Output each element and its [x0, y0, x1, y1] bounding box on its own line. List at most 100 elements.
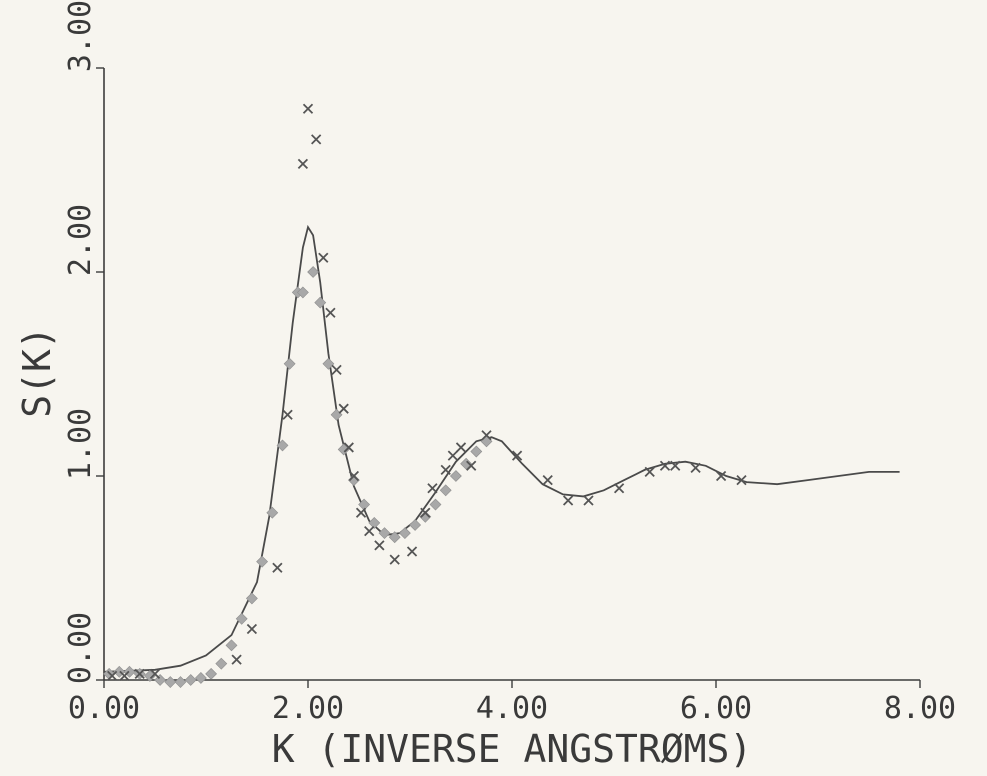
diamond-point: [460, 457, 473, 470]
diamond-point: [449, 470, 462, 482]
x-point-stroke: [364, 525, 375, 537]
x-point-stroke: [613, 483, 625, 494]
calculated-curve: [103, 224, 900, 673]
diamond-point: [314, 296, 327, 309]
x-point: [481, 430, 492, 441]
diamond-point: [398, 527, 411, 540]
x-tick-label: 4.00: [476, 691, 548, 726]
x-point: [440, 464, 451, 476]
diamond-point: [429, 498, 442, 511]
x-point-stroke: [583, 495, 594, 506]
x-point-stroke: [272, 562, 283, 573]
plot-area: [103, 68, 920, 681]
x-point-stroke: [338, 403, 349, 414]
diamond-point: [235, 612, 248, 625]
diamond-point: [184, 674, 197, 686]
x-point: [302, 103, 314, 114]
diamond-point: [347, 474, 360, 487]
x-point-stroke: [440, 464, 451, 476]
x-point-stroke: [715, 470, 727, 482]
x-point-stroke: [149, 668, 161, 680]
x-point-stroke: [231, 654, 242, 665]
diamond-point: [215, 657, 228, 670]
x-point: [325, 307, 336, 318]
x-point-stroke: [134, 668, 145, 680]
diamond-point: [296, 286, 309, 299]
x-point-stroke: [542, 474, 553, 486]
x-tick-label: 6.00: [680, 691, 752, 726]
x-point-stroke: [246, 623, 258, 635]
x-point: [119, 670, 130, 682]
x-point: [613, 483, 625, 494]
x-point: [149, 668, 161, 680]
x-point: [364, 525, 375, 537]
x-point-stroke: [325, 307, 336, 318]
x-point: [107, 670, 118, 682]
x-point: [670, 460, 681, 471]
x-point-stroke: [455, 442, 467, 453]
y-tick-label: 0.00: [63, 612, 98, 684]
x-point: [542, 474, 553, 486]
x-point: [644, 466, 655, 478]
x-point-stroke: [331, 364, 342, 376]
x-point-stroke: [562, 495, 574, 506]
x-point-stroke: [447, 450, 458, 461]
diamond-point: [378, 527, 391, 540]
series-line: [103, 224, 900, 673]
series-x-markers: [107, 103, 747, 682]
diamond-point: [409, 519, 422, 531]
diamond-point: [225, 639, 238, 652]
x-point: [297, 158, 309, 170]
x-point-stroke: [481, 430, 492, 441]
diamond-point: [256, 555, 269, 568]
x-point: [583, 495, 594, 506]
x-point-stroke: [511, 450, 523, 461]
diamond-point: [470, 445, 483, 458]
x-point-stroke: [311, 134, 322, 145]
diamond-point: [205, 667, 218, 680]
x-point-stroke: [420, 507, 431, 518]
diamond-point: [194, 672, 207, 684]
series-diamond-markers: [103, 266, 493, 688]
y-tick-label: 3.00: [63, 0, 98, 72]
x-point-stroke: [690, 462, 701, 473]
diamond-point: [283, 357, 296, 370]
y-tick-labels: 0.00 1.00 2.00 3.00: [63, 0, 98, 684]
x-point-stroke: [318, 252, 329, 263]
x-point: [562, 495, 574, 506]
x-point-stroke: [659, 460, 671, 471]
x-point: [389, 554, 400, 565]
x-point: [231, 654, 242, 665]
diamond-point: [307, 266, 320, 278]
x-point-stroke: [466, 460, 477, 471]
diamond-point: [368, 516, 381, 529]
x-point: [343, 442, 354, 453]
x-point: [348, 470, 360, 482]
x-point: [272, 562, 283, 573]
y-axis-title: S(K): [15, 326, 59, 418]
x-point-stroke: [736, 474, 747, 486]
diamond-point: [322, 357, 335, 370]
diamond-point: [388, 531, 401, 544]
diamond-point: [266, 506, 279, 519]
x-axis-title: K (INVERSE ANGSTRØMS): [272, 727, 752, 771]
x-point: [282, 409, 293, 420]
x-tick-labels: 0.00 2.00 4.00 6.00 8.00: [68, 691, 956, 726]
diamond-point: [439, 484, 452, 497]
x-point: [736, 474, 747, 486]
x-tick-label: 8.00: [884, 691, 956, 726]
x-point: [447, 450, 458, 461]
x-point: [331, 364, 342, 376]
x-point: [338, 403, 349, 414]
x-tick-label: 2.00: [272, 691, 344, 726]
x-point: [311, 134, 322, 145]
diamond-point: [245, 592, 258, 605]
x-point: [690, 462, 701, 473]
x-point-stroke: [644, 466, 655, 478]
y-tick-label: 2.00: [63, 204, 98, 276]
x-point: [134, 668, 145, 680]
x-point-stroke: [374, 540, 385, 551]
x-point: [427, 483, 438, 494]
x-point: [355, 507, 367, 518]
